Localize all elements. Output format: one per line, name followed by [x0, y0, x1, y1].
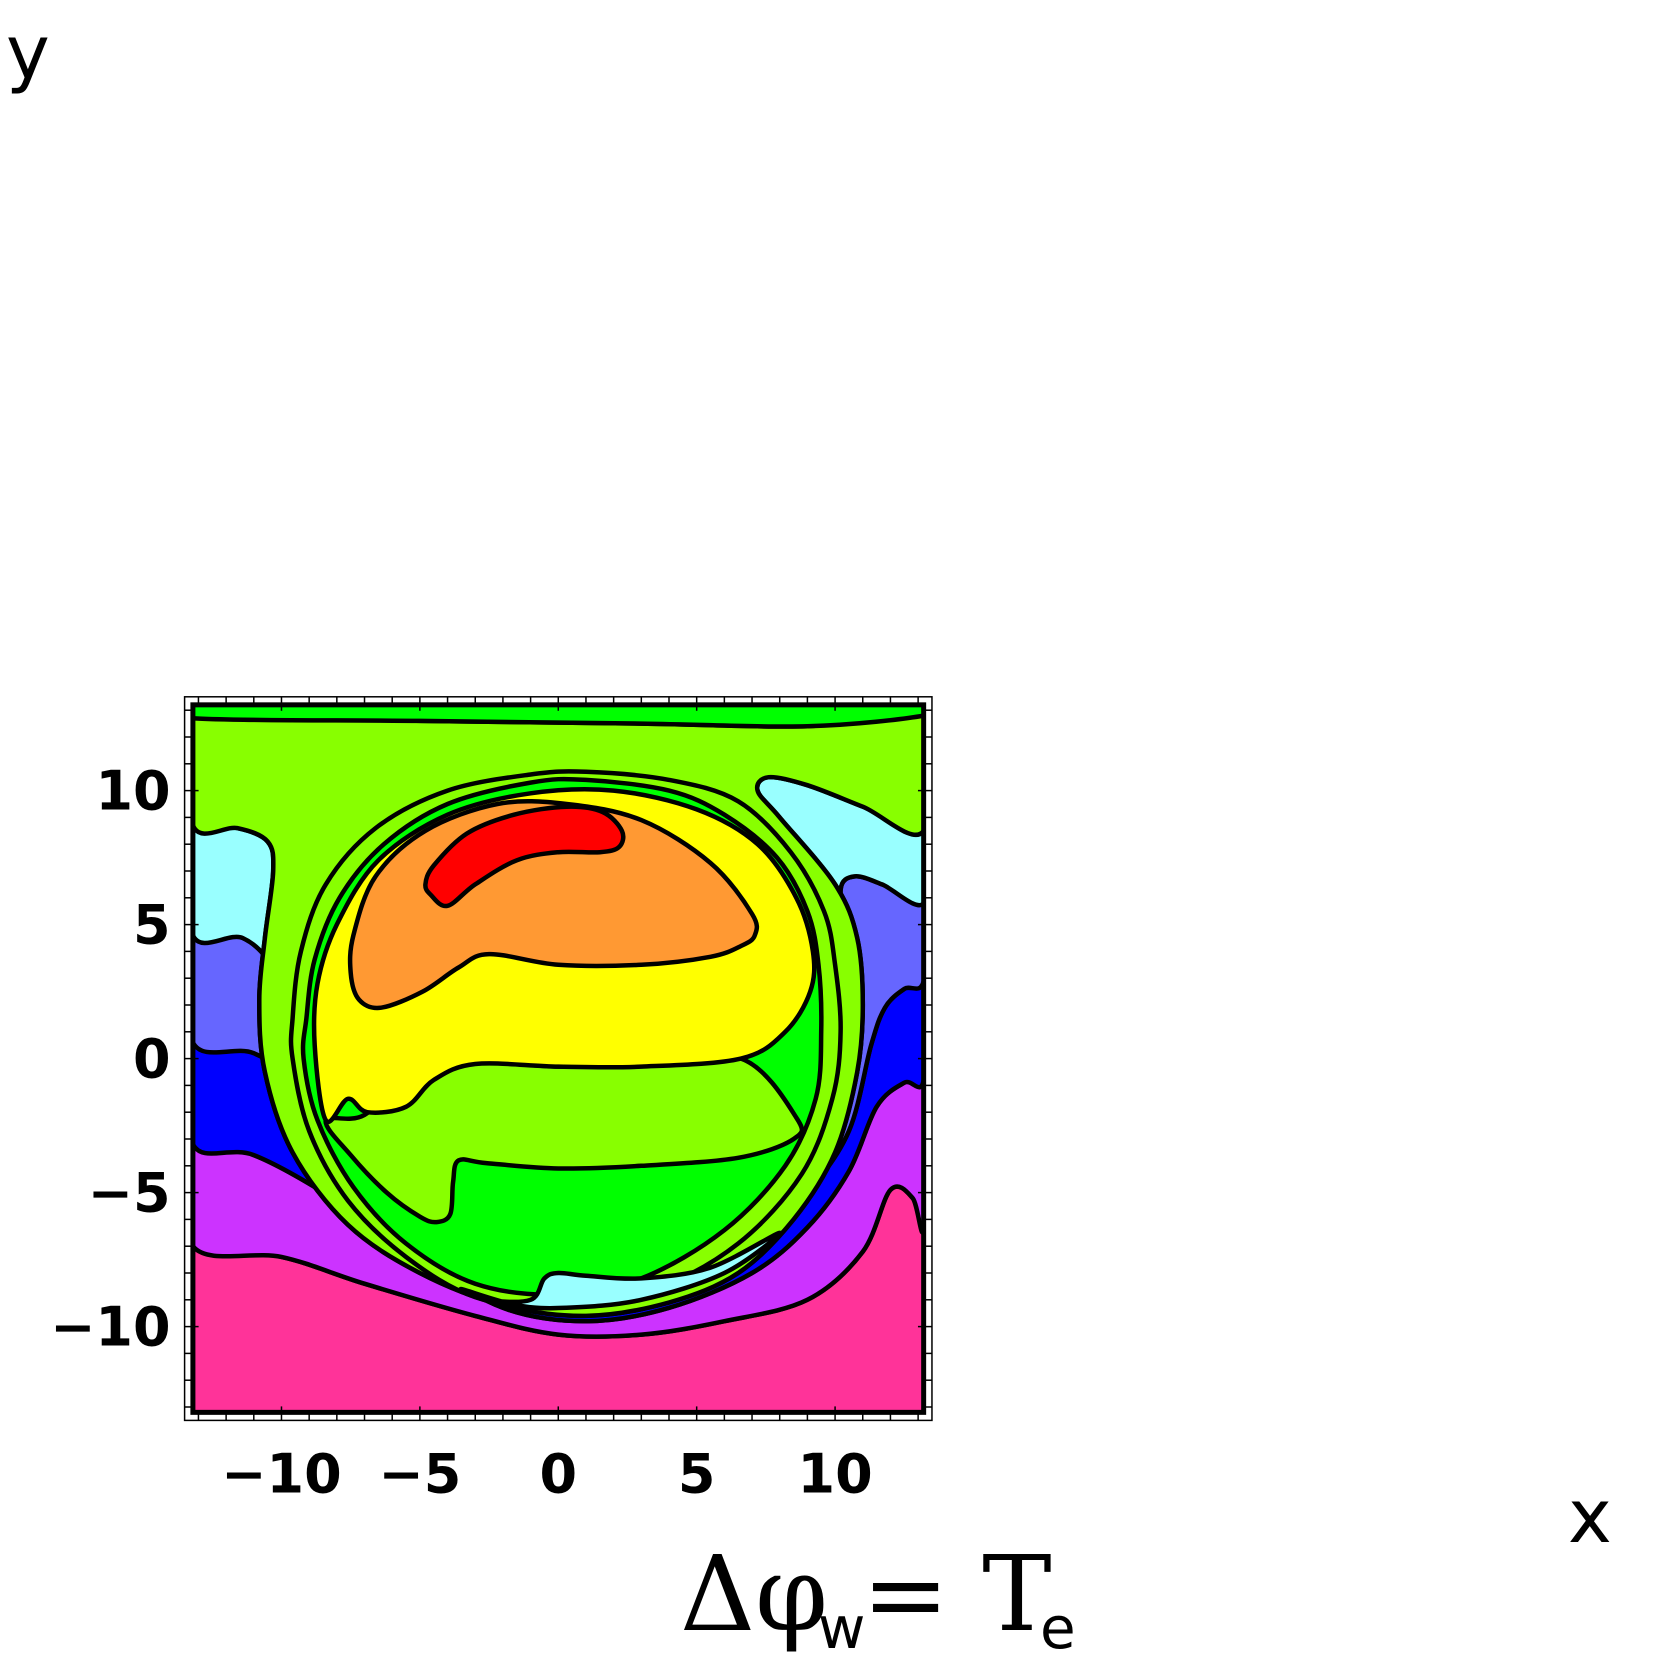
y-tick-label: 10: [95, 760, 170, 823]
x-axis-label: x: [1568, 1474, 1612, 1560]
x-tick-label: 5: [678, 1442, 716, 1505]
x-tick-label: −5: [378, 1442, 461, 1505]
caption: Δφ w = T e: [680, 1533, 1076, 1654]
axis-ticks: [184, 696, 932, 1421]
contour-regions: [192, 704, 924, 1413]
y-tick-label: −10: [50, 1296, 170, 1359]
contour-region-top-red-blob: [423, 804, 626, 909]
y-tick-label: 0: [133, 1028, 171, 1091]
caption-subscript-e: e: [1040, 1594, 1076, 1654]
y-axis-label: y: [6, 10, 50, 96]
x-tick-label: 0: [539, 1442, 577, 1505]
caption-subscript-w: w: [818, 1594, 865, 1654]
axis-tick-labels: −10 −5 0 5 10 10 5 0 −5 −10: [50, 760, 872, 1506]
caption-main: Δφ: [680, 1533, 828, 1654]
y-tick-label: −5: [88, 1162, 171, 1225]
contour-region-inner-cyan-blob: [458, 1230, 782, 1311]
x-tick-label: −10: [221, 1442, 341, 1505]
y-tick-label: 5: [133, 894, 171, 957]
x-tick-label: 10: [798, 1442, 873, 1505]
caption-equals-t: = T: [862, 1533, 1052, 1654]
contour-region-top-band-green: [192, 704, 924, 729]
